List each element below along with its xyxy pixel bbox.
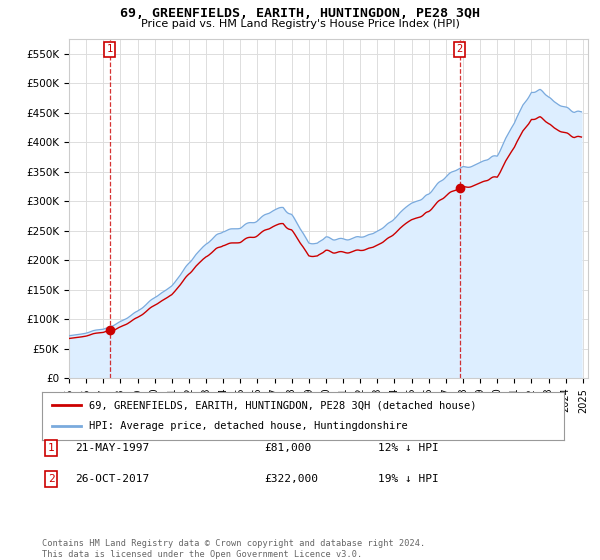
Text: 69, GREENFIELDS, EARITH, HUNTINGDON, PE28 3QH: 69, GREENFIELDS, EARITH, HUNTINGDON, PE2… xyxy=(120,7,480,20)
Text: 2: 2 xyxy=(47,474,55,484)
Text: 12% ↓ HPI: 12% ↓ HPI xyxy=(378,443,439,453)
Text: HPI: Average price, detached house, Huntingdonshire: HPI: Average price, detached house, Hunt… xyxy=(89,421,408,431)
Text: 1: 1 xyxy=(106,44,113,54)
Text: Contains HM Land Registry data © Crown copyright and database right 2024.
This d: Contains HM Land Registry data © Crown c… xyxy=(42,539,425,559)
Text: 2: 2 xyxy=(457,44,463,54)
Text: 19% ↓ HPI: 19% ↓ HPI xyxy=(378,474,439,484)
Text: 21-MAY-1997: 21-MAY-1997 xyxy=(75,443,149,453)
Text: 69, GREENFIELDS, EARITH, HUNTINGDON, PE28 3QH (detached house): 69, GREENFIELDS, EARITH, HUNTINGDON, PE2… xyxy=(89,400,476,410)
Text: 26-OCT-2017: 26-OCT-2017 xyxy=(75,474,149,484)
Text: £81,000: £81,000 xyxy=(264,443,311,453)
Text: £322,000: £322,000 xyxy=(264,474,318,484)
Text: Price paid vs. HM Land Registry's House Price Index (HPI): Price paid vs. HM Land Registry's House … xyxy=(140,19,460,29)
Text: 1: 1 xyxy=(47,443,55,453)
